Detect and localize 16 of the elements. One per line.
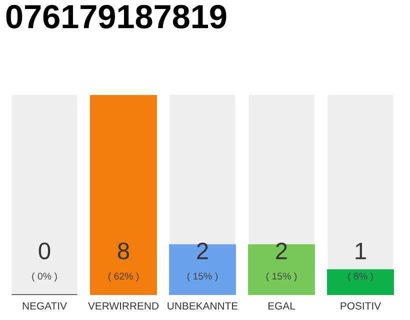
x-tick-label: VERWIRREND xyxy=(88,302,158,310)
annotation: ( 15% ) xyxy=(266,272,297,282)
data-label: 2 xyxy=(197,242,208,260)
annotation: ( 15% ) xyxy=(187,272,218,282)
data-label: 0 xyxy=(38,242,50,260)
annotation: ( 62% ) xyxy=(108,272,139,282)
x-tick-label: UNBEKANNTE xyxy=(168,302,238,310)
annotation: ( 0% ) xyxy=(32,272,57,282)
data-label: 2 xyxy=(276,242,287,260)
x-tick-label: NEGATIV xyxy=(22,302,67,310)
annotation: ( 8% ) xyxy=(348,272,373,282)
data-label: 8 xyxy=(118,242,130,260)
x-tick-label: EGAL xyxy=(268,302,296,310)
chart-title: 076179187819 xyxy=(6,4,226,28)
data-label: 1 xyxy=(356,242,366,260)
x-tick-label: POSITIV xyxy=(340,302,382,310)
